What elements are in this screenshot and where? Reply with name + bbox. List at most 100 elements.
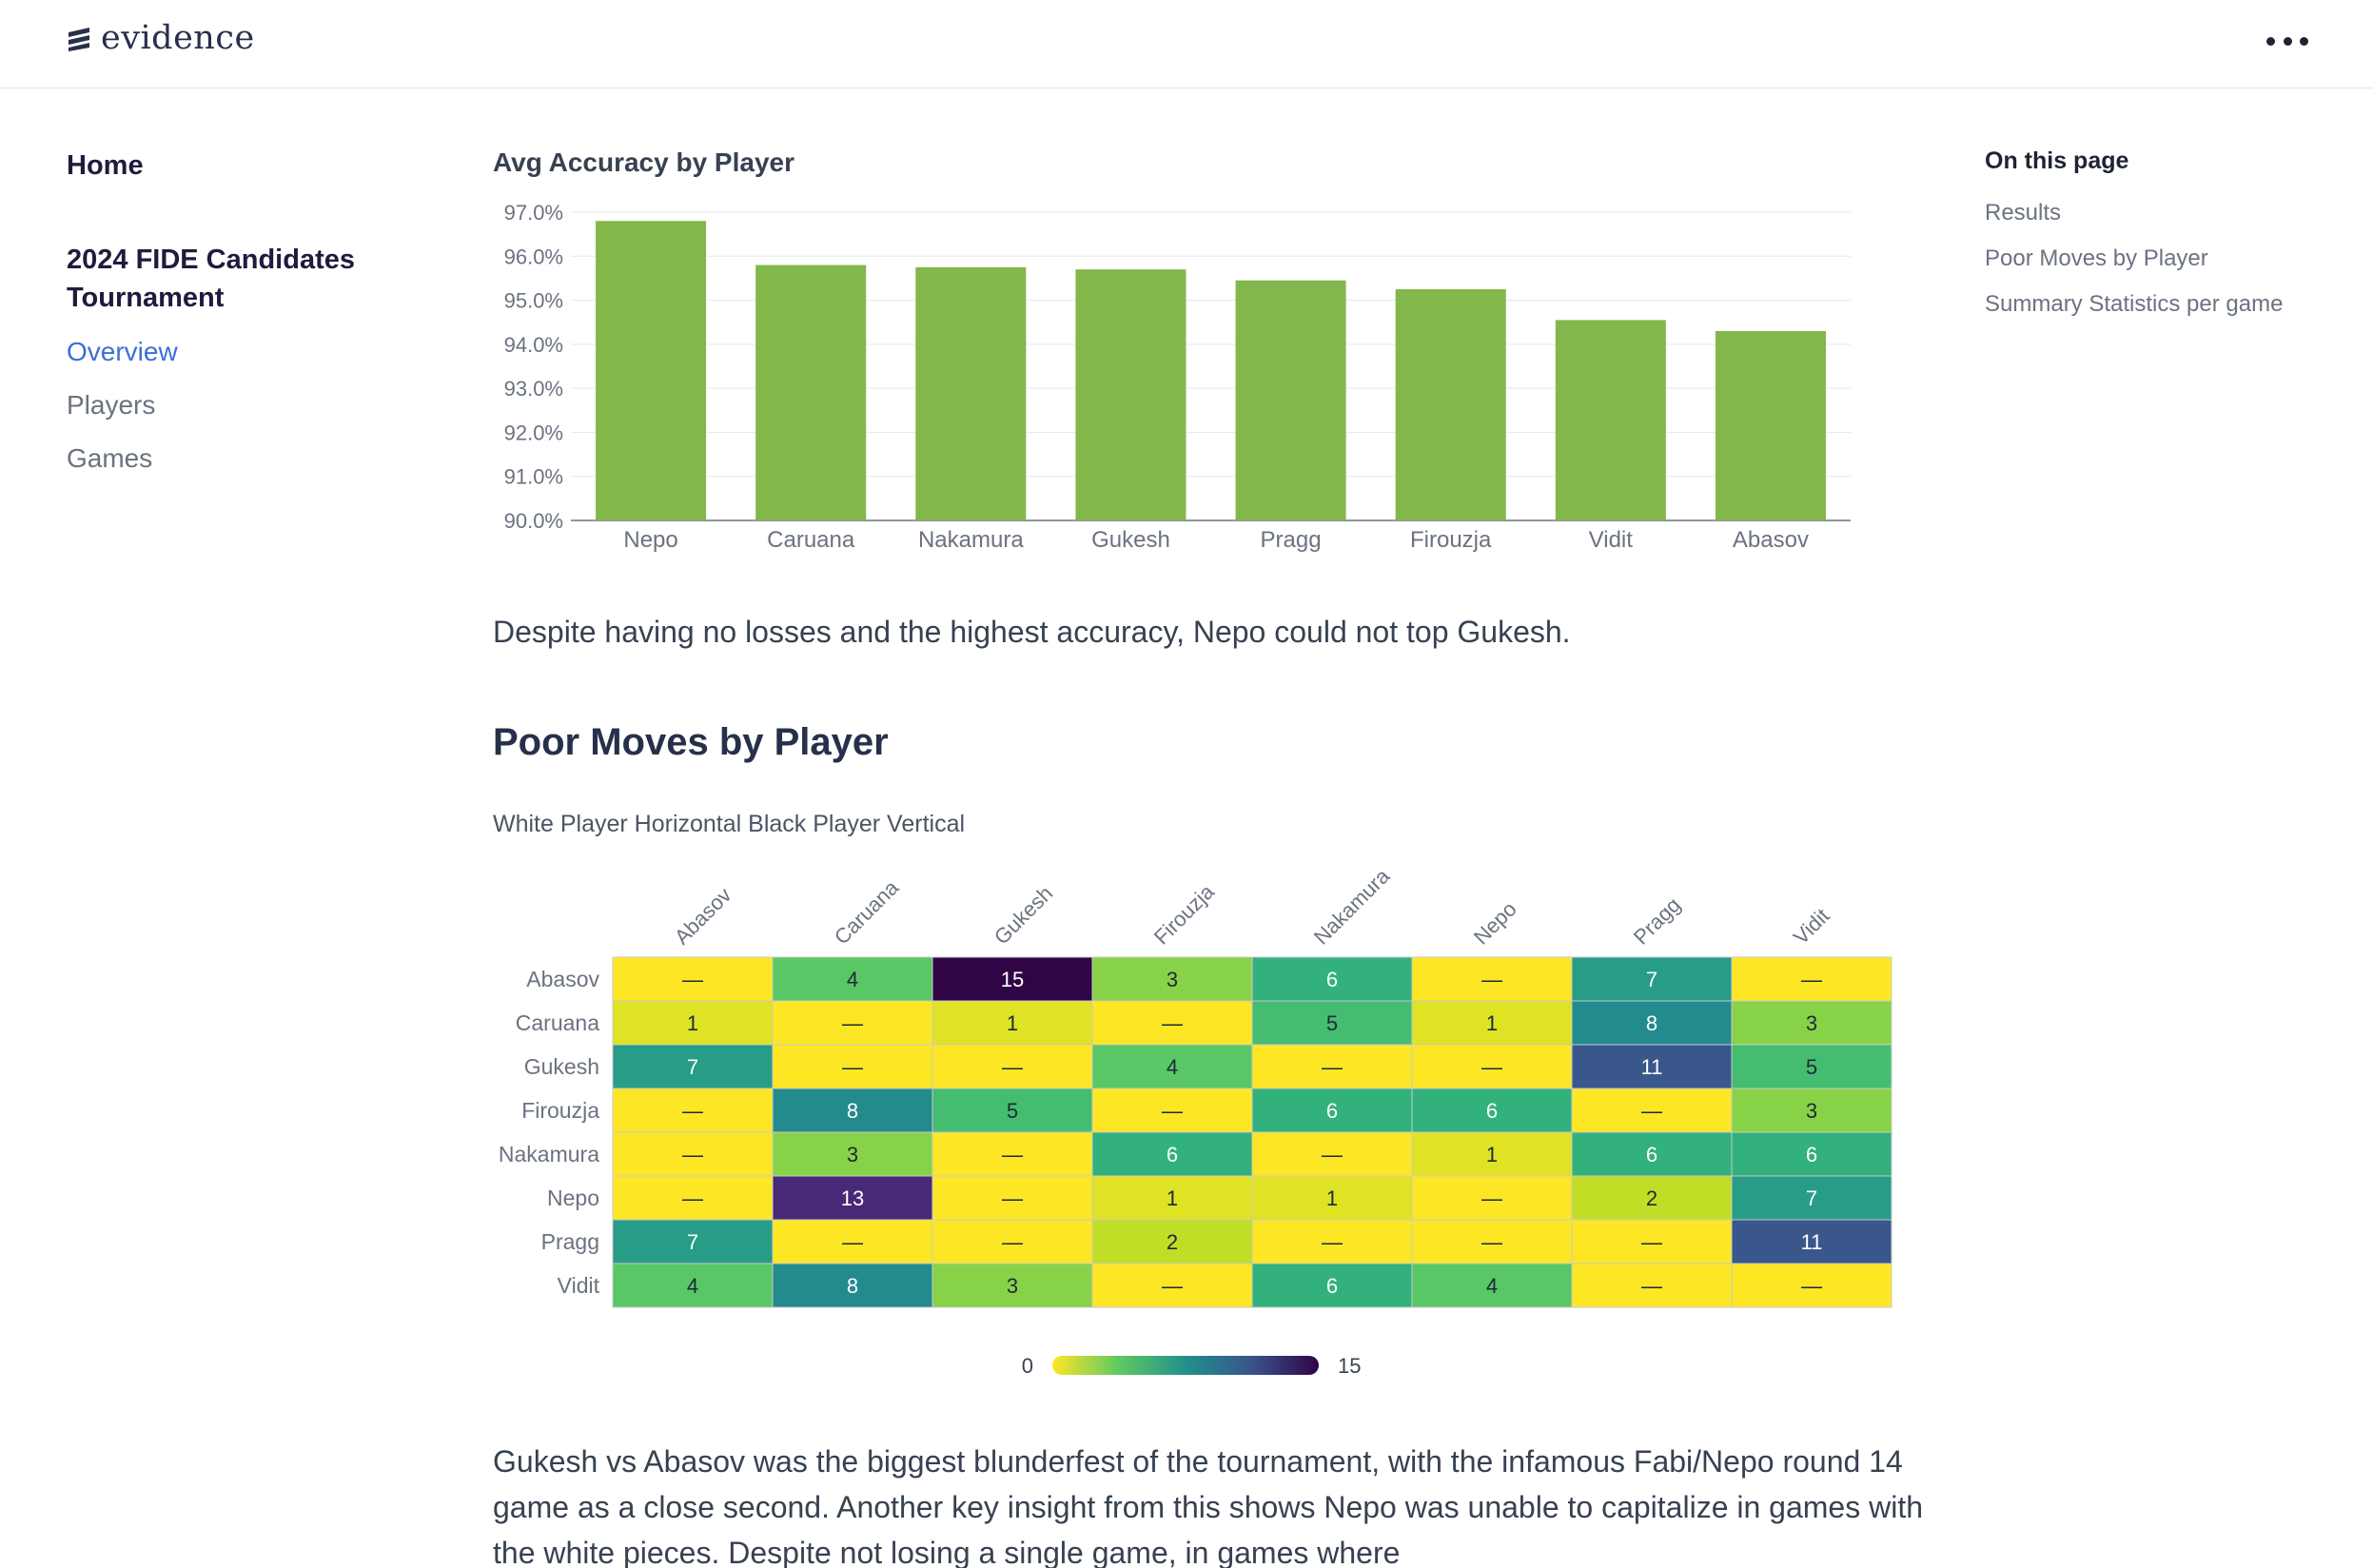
- heatmap-cell[interactable]: [932, 1175, 1093, 1221]
- cell-value: 6: [1167, 1143, 1178, 1166]
- heatmap-cell[interactable]: [1731, 1088, 1893, 1133]
- cell-value: 6: [1326, 1099, 1338, 1123]
- cell-value: 6: [1806, 1143, 1817, 1166]
- heatmap-cell[interactable]: [1731, 1131, 1893, 1177]
- app-logo[interactable]: evidence: [67, 19, 255, 57]
- heatmap-cell[interactable]: [612, 1263, 774, 1308]
- x-tick-label: Abasov: [1733, 527, 1809, 553]
- heatmap-cell[interactable]: [612, 1088, 774, 1133]
- bar[interactable]: [1075, 269, 1186, 520]
- heatmap-cell[interactable]: [932, 1088, 1093, 1133]
- toc-item-poor-moves[interactable]: Poor Moves by Player: [1985, 245, 2208, 271]
- cell-value: —: [1002, 1143, 1023, 1166]
- cell-value: 15: [1001, 968, 1024, 991]
- cell-value: —: [1801, 1274, 1822, 1298]
- sidebar-item-games[interactable]: Games: [67, 443, 153, 473]
- heatmap-cell[interactable]: [772, 1263, 933, 1308]
- cell-value: —: [1481, 1186, 1502, 1210]
- heatmap-cell[interactable]: [1571, 1044, 1733, 1089]
- cell-value: 1: [687, 1011, 698, 1035]
- heatmap-cell[interactable]: [1411, 1219, 1573, 1264]
- heatmap-cell[interactable]: [1731, 956, 1893, 1002]
- heatmap-cell[interactable]: [1571, 1263, 1733, 1308]
- cell-value: —: [1322, 1055, 1343, 1079]
- cell-value: —: [682, 1099, 703, 1123]
- column-label: Gukesh: [990, 881, 1057, 949]
- heatmap-cell[interactable]: [932, 1131, 1093, 1177]
- sidebar-item-overview[interactable]: Overview: [67, 337, 178, 366]
- heatmap-cell[interactable]: [1091, 1175, 1253, 1221]
- bar[interactable]: [596, 221, 707, 520]
- cell-value: —: [682, 1143, 703, 1166]
- cell-value: 2: [1167, 1230, 1178, 1254]
- more-horizontal-icon[interactable]: [2266, 27, 2308, 55]
- heatmap-cell[interactable]: [1571, 1131, 1733, 1177]
- cell-value: 2: [1646, 1186, 1657, 1210]
- heatmap-cell[interactable]: [1251, 1263, 1413, 1308]
- heatmap-cell[interactable]: [772, 1088, 933, 1133]
- cell-value: —: [842, 1011, 863, 1035]
- cell-value: 3: [1806, 1011, 1817, 1035]
- heatmap-cell[interactable]: [772, 956, 933, 1002]
- heatmap-cell[interactable]: [1251, 1088, 1413, 1133]
- sidebar-item-home[interactable]: Home: [67, 150, 144, 181]
- heatmap-cell[interactable]: [932, 1044, 1093, 1089]
- bar[interactable]: [1235, 280, 1346, 520]
- cell-value: 1: [1326, 1186, 1338, 1210]
- heatmap-cell[interactable]: [612, 956, 774, 1002]
- heatmap-cell[interactable]: [1251, 1219, 1413, 1264]
- bar[interactable]: [1715, 330, 1826, 520]
- heatmap-cell[interactable]: [1731, 1000, 1893, 1046]
- y-tick-label: 91.0%: [504, 465, 563, 489]
- heatmap-cell[interactable]: [1091, 1000, 1253, 1046]
- heatmap-cell[interactable]: [1571, 956, 1733, 1002]
- toc-item-results[interactable]: Results: [1985, 200, 2062, 225]
- cell-value: —: [1641, 1230, 1662, 1254]
- heatmap-cell[interactable]: [772, 1044, 933, 1089]
- heatmap-cell[interactable]: [1571, 1000, 1733, 1046]
- heatmap-cell[interactable]: [1571, 1175, 1733, 1221]
- heatmap-cell[interactable]: [1411, 956, 1573, 1002]
- toc-item-summary-stats[interactable]: Summary Statistics per game: [1985, 291, 2284, 317]
- heatmap-cell[interactable]: [932, 1219, 1093, 1264]
- y-tick-label: 94.0%: [504, 333, 563, 357]
- heatmap-cell[interactable]: [932, 1000, 1093, 1046]
- heatmap-cell[interactable]: [612, 1131, 774, 1177]
- bar[interactable]: [1555, 320, 1666, 520]
- heatmap-cell[interactable]: [1251, 1175, 1413, 1221]
- bar[interactable]: [1395, 289, 1506, 520]
- cell-value: 6: [1486, 1099, 1498, 1123]
- heatmap-cell[interactable]: [772, 1131, 933, 1177]
- heatmap-cell[interactable]: [1411, 1000, 1573, 1046]
- dot: [2300, 36, 2308, 46]
- heatmap-cell[interactable]: [1571, 1219, 1733, 1264]
- heatmap-cell[interactable]: [1411, 1131, 1573, 1177]
- sidebar-section-title[interactable]: 2024 FIDE Candidates Tournament: [67, 245, 355, 313]
- bar[interactable]: [915, 266, 1027, 520]
- heatmap-cell[interactable]: [1731, 1219, 1893, 1264]
- heatmap-cell[interactable]: [1411, 1175, 1573, 1221]
- heatmap-cell[interactable]: [1731, 1263, 1893, 1308]
- row-label: Nepo: [547, 1186, 599, 1210]
- heatmap-cell[interactable]: [932, 1263, 1093, 1308]
- cell-value: 6: [1326, 968, 1338, 991]
- cell-value: 1: [1007, 1011, 1018, 1035]
- cell-value: 4: [1486, 1274, 1498, 1298]
- y-tick-label: 95.0%: [504, 289, 563, 313]
- scale-max-label: 15: [1338, 1354, 1361, 1378]
- sidebar-item-players[interactable]: Players: [67, 390, 156, 420]
- bar[interactable]: [755, 265, 867, 520]
- y-tick-label: 93.0%: [504, 377, 563, 401]
- heatmap-cell[interactable]: [612, 1044, 774, 1089]
- table-of-contents: On this page Results Poor Moves by Playe…: [1985, 147, 2289, 335]
- heatmap-cell[interactable]: [1091, 1044, 1253, 1089]
- column-label: Vidit: [1789, 904, 1834, 950]
- cell-value: —: [1002, 1230, 1023, 1254]
- cell-value: —: [1481, 968, 1502, 991]
- heatmap-cell[interactable]: [1251, 1044, 1413, 1089]
- sidebar-list: Overview Players Games: [67, 334, 409, 477]
- cell-value: 8: [1646, 1011, 1657, 1035]
- heatmap-cell[interactable]: [1411, 1263, 1573, 1308]
- heatmap-cell[interactable]: [1731, 1175, 1893, 1221]
- heatmap-cell[interactable]: [612, 1219, 774, 1264]
